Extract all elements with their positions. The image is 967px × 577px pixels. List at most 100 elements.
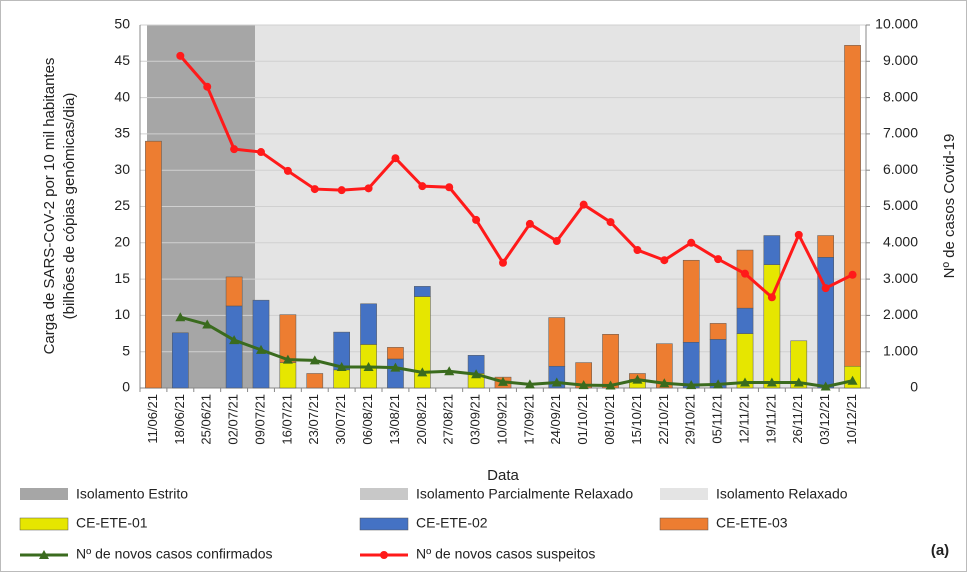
- legend-swatch: [19, 517, 69, 531]
- line-marker: [391, 154, 400, 163]
- y2-axis-label: Nº de casos Covid-19: [941, 134, 958, 279]
- y-tick-label: 30: [114, 161, 130, 177]
- line-marker: [714, 255, 723, 264]
- bar-segment: [360, 303, 377, 345]
- line-marker: [740, 377, 750, 387]
- y2-tick-label: 1.000: [883, 342, 918, 358]
- x-tick-label: 10/09/21: [494, 394, 509, 445]
- bar-segment: [414, 286, 431, 297]
- bar-segment: [306, 373, 324, 389]
- y2-tick-label: 2.000: [883, 306, 918, 322]
- x-tick-label: 09/07/21: [252, 394, 267, 445]
- line-marker: [525, 219, 534, 228]
- line-marker: [418, 182, 427, 191]
- line-marker: [417, 367, 428, 377]
- line-marker: [660, 256, 669, 265]
- bar-segment: [145, 140, 162, 389]
- y2-tick-label: 8.000: [883, 88, 918, 104]
- line-marker: [606, 218, 615, 227]
- line-marker: [686, 380, 697, 390]
- legend-label: CE-ETE-03: [716, 515, 788, 531]
- line-marker: [687, 238, 696, 247]
- x-tick-label: 12/11/21: [736, 394, 751, 444]
- bar-segment: [817, 235, 834, 258]
- y2-tick-label: 3.000: [883, 270, 918, 286]
- line-marker: [230, 145, 239, 154]
- legend-swatch: [360, 488, 408, 500]
- line-marker: [202, 319, 213, 329]
- x-tick-label: 18/06/21: [172, 394, 187, 445]
- bar-segment: [333, 369, 350, 389]
- line-marker: [471, 369, 482, 379]
- line-marker: [309, 355, 320, 365]
- x-tick-label: 30/07/21: [333, 394, 348, 445]
- x-tick-label: 13/08/21: [387, 394, 402, 445]
- x-tick-label: 10/12/21: [844, 394, 859, 445]
- x-tick-label: 06/08/21: [360, 394, 375, 445]
- y2-tick-label: 4.000: [883, 234, 918, 250]
- y-tick-label: 5: [122, 342, 130, 358]
- x-tick-label: 03/09/21: [468, 394, 483, 445]
- line-marker: [229, 335, 240, 345]
- y2-tick-label: 5.000: [883, 197, 918, 213]
- line-marker: [793, 377, 804, 387]
- line-marker: [633, 246, 642, 255]
- x-tick-label: 15/10/21: [629, 394, 644, 445]
- bar-segment: [844, 45, 861, 367]
- line-marker: [283, 166, 292, 175]
- line-marker: [175, 312, 186, 322]
- line-marker: [203, 82, 212, 91]
- bar-segment: [602, 334, 619, 389]
- legend-label: Isolamento Parcialmente Relaxado: [416, 486, 633, 502]
- y2-tick-label: 0: [910, 379, 918, 395]
- line-marker: [632, 374, 643, 384]
- bar-segment: [279, 362, 297, 389]
- legend-label: Nº de novos casos suspeitos: [416, 546, 595, 562]
- line-marker: [498, 376, 508, 386]
- line-marker: [310, 185, 319, 194]
- line-marker: [794, 230, 803, 239]
- line-marker: [820, 381, 831, 391]
- bar-segment: [225, 305, 243, 389]
- line-marker: [552, 236, 561, 245]
- x-tick-label: 29/10/21: [683, 394, 698, 445]
- line-marker: [257, 148, 265, 157]
- y-tick-label: 40: [114, 88, 130, 104]
- y-tick-label: 35: [114, 125, 130, 141]
- line-marker: [336, 361, 347, 371]
- bar-segment: [252, 299, 270, 389]
- y2-tick-label: 10.000: [875, 16, 918, 32]
- x-tick-label: 01/10/21: [575, 394, 590, 445]
- line-marker: [176, 51, 185, 60]
- line-marker: [579, 200, 588, 209]
- y-tick-label: 25: [114, 197, 130, 213]
- legend-label: Isolamento Relaxado: [716, 486, 848, 502]
- x-tick-label: 23/07/21: [306, 394, 321, 445]
- line-marker: [605, 380, 616, 390]
- bar-segment: [682, 259, 700, 343]
- bar-segment: [225, 276, 243, 307]
- line-marker: [337, 186, 346, 195]
- line-marker: [282, 354, 293, 364]
- y-tick-label: 15: [114, 270, 130, 286]
- x-tick-label: 17/09/21: [521, 394, 536, 445]
- y-axis-label: Carga de SARS-CoV-2 por 10 mil habitante…: [41, 58, 58, 355]
- x-tick-label: 25/06/21: [199, 394, 214, 445]
- bar-segment: [709, 323, 727, 340]
- line-marker: [551, 377, 562, 387]
- y-axis-label: (bilhões de cópias genômicas/dia): [61, 93, 78, 320]
- y2-tick-label: 9.000: [883, 52, 918, 68]
- legend-swatch: [20, 488, 68, 500]
- x-tick-label: 27/08/21: [441, 394, 456, 445]
- line-marker: [364, 184, 373, 193]
- line-marker: [363, 361, 374, 371]
- y-tick-label: 10: [114, 306, 130, 322]
- legend-swatch: [659, 517, 709, 531]
- line-marker: [659, 378, 670, 388]
- x-tick-label: 16/07/21: [279, 394, 294, 445]
- line-marker: [524, 379, 535, 389]
- line-marker: [848, 270, 857, 279]
- x-tick-label: 24/09/21: [548, 394, 563, 445]
- bar-segment: [736, 307, 754, 334]
- x-axis-label: Data: [487, 467, 519, 484]
